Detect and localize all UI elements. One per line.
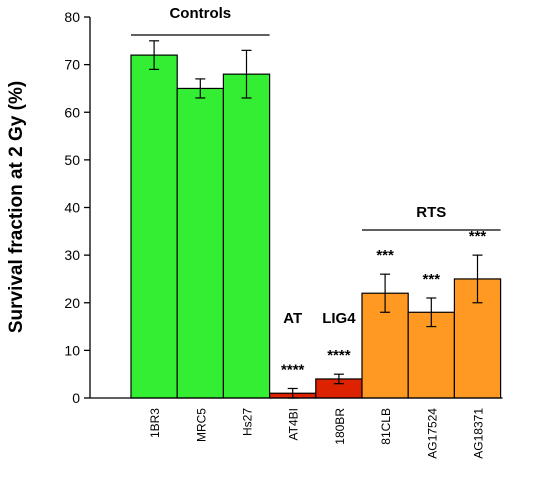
category-label: Hs27 xyxy=(241,408,255,436)
significance-marker: *** xyxy=(423,271,441,288)
y-tick-label: 40 xyxy=(64,200,80,216)
category-label: 1BR3 xyxy=(148,408,162,438)
y-tick-label: 0 xyxy=(72,390,80,406)
category-label: 81CLB xyxy=(379,408,393,445)
y-tick-label: 10 xyxy=(64,342,80,358)
error-bars xyxy=(149,40,483,399)
y-tick-label: 60 xyxy=(64,104,80,120)
category-label: AG18371 xyxy=(472,408,486,459)
category-labels: 1BR3 MRC5 Hs27 AT4BI 180BR 81CLB AG17524 AG1837… xyxy=(148,408,485,459)
category-label: AG17524 xyxy=(425,408,439,459)
bar-Hs27 xyxy=(222,73,271,399)
y-axis-label: Survival fraction at 2 Gy (%) xyxy=(6,81,27,333)
group-label: AT xyxy=(283,310,302,327)
bar-MRC5 xyxy=(176,87,224,399)
group-label: LIG4 xyxy=(322,310,356,327)
category-label: 180BR xyxy=(333,408,347,445)
significance-markers: ***************** xyxy=(281,228,486,378)
y-tick-label: 80 xyxy=(64,9,80,25)
bar-1BR3 xyxy=(130,54,178,399)
group-labels: Controls AT LIG4 RTS xyxy=(131,5,501,327)
significance-marker: *** xyxy=(469,228,487,245)
y-tick-label: 20 xyxy=(64,295,80,311)
category-label: MRC5 xyxy=(194,408,208,442)
significance-marker: **** xyxy=(281,361,305,378)
significance-marker: **** xyxy=(327,347,351,364)
y-tick-label: 30 xyxy=(64,247,80,263)
group-label: RTS xyxy=(416,204,446,221)
bars xyxy=(90,54,503,399)
category-label: AT4BI xyxy=(287,408,301,440)
y-tick-label: 50 xyxy=(64,152,80,168)
group-label: Controls xyxy=(169,5,231,22)
y-axis: 0 10 20 30 40 50 60 70 80 xyxy=(64,9,91,406)
significance-marker: *** xyxy=(376,247,394,264)
y-tick-label: 70 xyxy=(64,57,80,73)
